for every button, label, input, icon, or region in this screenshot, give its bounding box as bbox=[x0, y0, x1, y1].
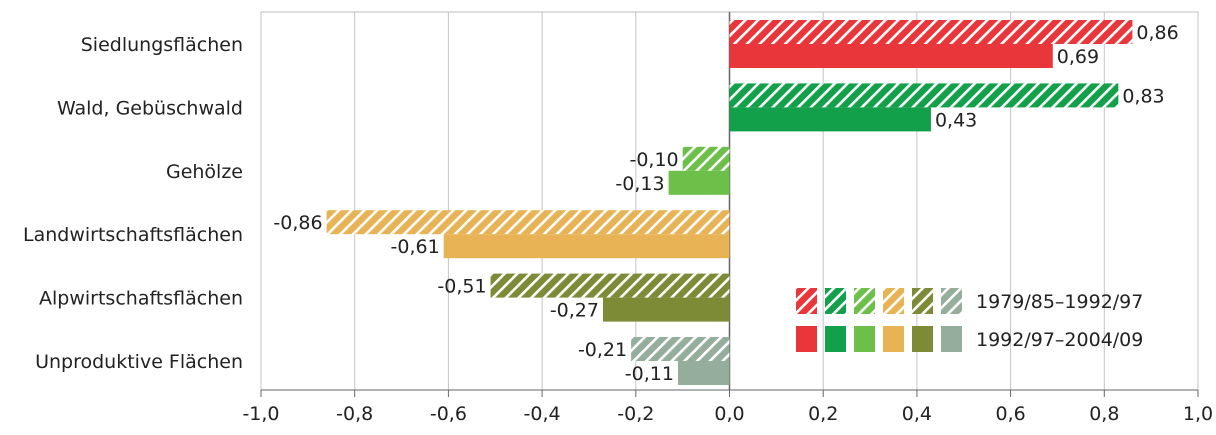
legend-swatch bbox=[941, 288, 962, 314]
category-label: Siedlungsflächen bbox=[81, 34, 243, 56]
x-tick-label: -0,8 bbox=[336, 403, 373, 425]
bars bbox=[326, 20, 1133, 385]
bar bbox=[326, 210, 730, 235]
x-axis: -1,0 -0,8 -0,6 -0,4 -0,2 0,0 0,2 0,4 0,6 0,8 1,0 bbox=[242, 389, 1213, 425]
bar bbox=[443, 234, 730, 259]
bar bbox=[729, 107, 931, 132]
data-label: -0,61 bbox=[391, 236, 440, 258]
category-label: Alpwirtschaftsflächen bbox=[39, 288, 243, 310]
legend: 1979/85–1992/97 1992/97–2004/09 bbox=[796, 288, 1143, 352]
data-label: -0,86 bbox=[273, 212, 322, 234]
bar bbox=[490, 273, 730, 298]
data-label: -0,27 bbox=[550, 300, 599, 322]
bar bbox=[668, 170, 730, 195]
data-label: -0,11 bbox=[625, 363, 674, 385]
legend-swatch bbox=[883, 326, 904, 352]
x-tick-label: 0,4 bbox=[902, 403, 932, 425]
data-label: 0,83 bbox=[1122, 85, 1164, 107]
category-label: Unproduktive Flächen bbox=[35, 351, 243, 373]
category-label: Wald, Gebüschwald bbox=[57, 97, 243, 119]
x-tick-label: -0,2 bbox=[617, 403, 654, 425]
x-tick-label: 0,2 bbox=[808, 403, 838, 425]
x-tick-label: 0,8 bbox=[1089, 403, 1119, 425]
bar bbox=[682, 146, 730, 171]
legend-swatch bbox=[941, 326, 962, 352]
data-label: -0,10 bbox=[629, 149, 678, 171]
legend-swatch bbox=[825, 326, 846, 352]
x-tick-label: -0,6 bbox=[430, 403, 467, 425]
data-label: 0,69 bbox=[1057, 46, 1099, 68]
data-label: -0,21 bbox=[578, 339, 627, 361]
legend-swatch bbox=[796, 288, 817, 314]
x-tick-label: 1,0 bbox=[1183, 403, 1213, 425]
bar bbox=[631, 337, 730, 361]
x-tick-label: -0,4 bbox=[524, 403, 561, 425]
legend-swatch bbox=[854, 288, 875, 314]
x-tick-label: -1,0 bbox=[242, 403, 279, 425]
legend-swatch bbox=[825, 288, 846, 314]
bar bbox=[677, 361, 730, 385]
value-labels: 0,86 0,69 0,83 0,43 -0,10-0,13 -0,86 -0,61 -0,5… bbox=[273, 22, 1178, 385]
bar bbox=[603, 297, 730, 322]
category-label: Landwirtschaftsflächen bbox=[23, 224, 243, 246]
legend-swatch bbox=[912, 288, 933, 314]
bar bbox=[729, 83, 1119, 108]
x-tick-label: 0,0 bbox=[714, 403, 744, 425]
category-label: Gehölze bbox=[166, 161, 243, 183]
bar bbox=[729, 44, 1053, 68]
bar bbox=[729, 20, 1133, 44]
category-labels: Siedlungsflächen Wald, Gebüschwald Gehölze… bbox=[23, 34, 243, 373]
x-tick-label: 0,6 bbox=[995, 403, 1025, 425]
legend-label: 1979/85–1992/97 bbox=[976, 291, 1143, 313]
data-label: -0,13 bbox=[615, 173, 664, 195]
legend-swatch bbox=[912, 326, 933, 352]
legend-swatch bbox=[854, 326, 875, 352]
legend-swatch bbox=[796, 326, 817, 352]
data-label: 0,43 bbox=[935, 109, 977, 131]
data-label: -0,51 bbox=[437, 276, 486, 298]
legend-swatch bbox=[883, 288, 904, 314]
legend-label: 1992/97–2004/09 bbox=[976, 329, 1143, 351]
data-label: 0,86 bbox=[1136, 22, 1178, 44]
